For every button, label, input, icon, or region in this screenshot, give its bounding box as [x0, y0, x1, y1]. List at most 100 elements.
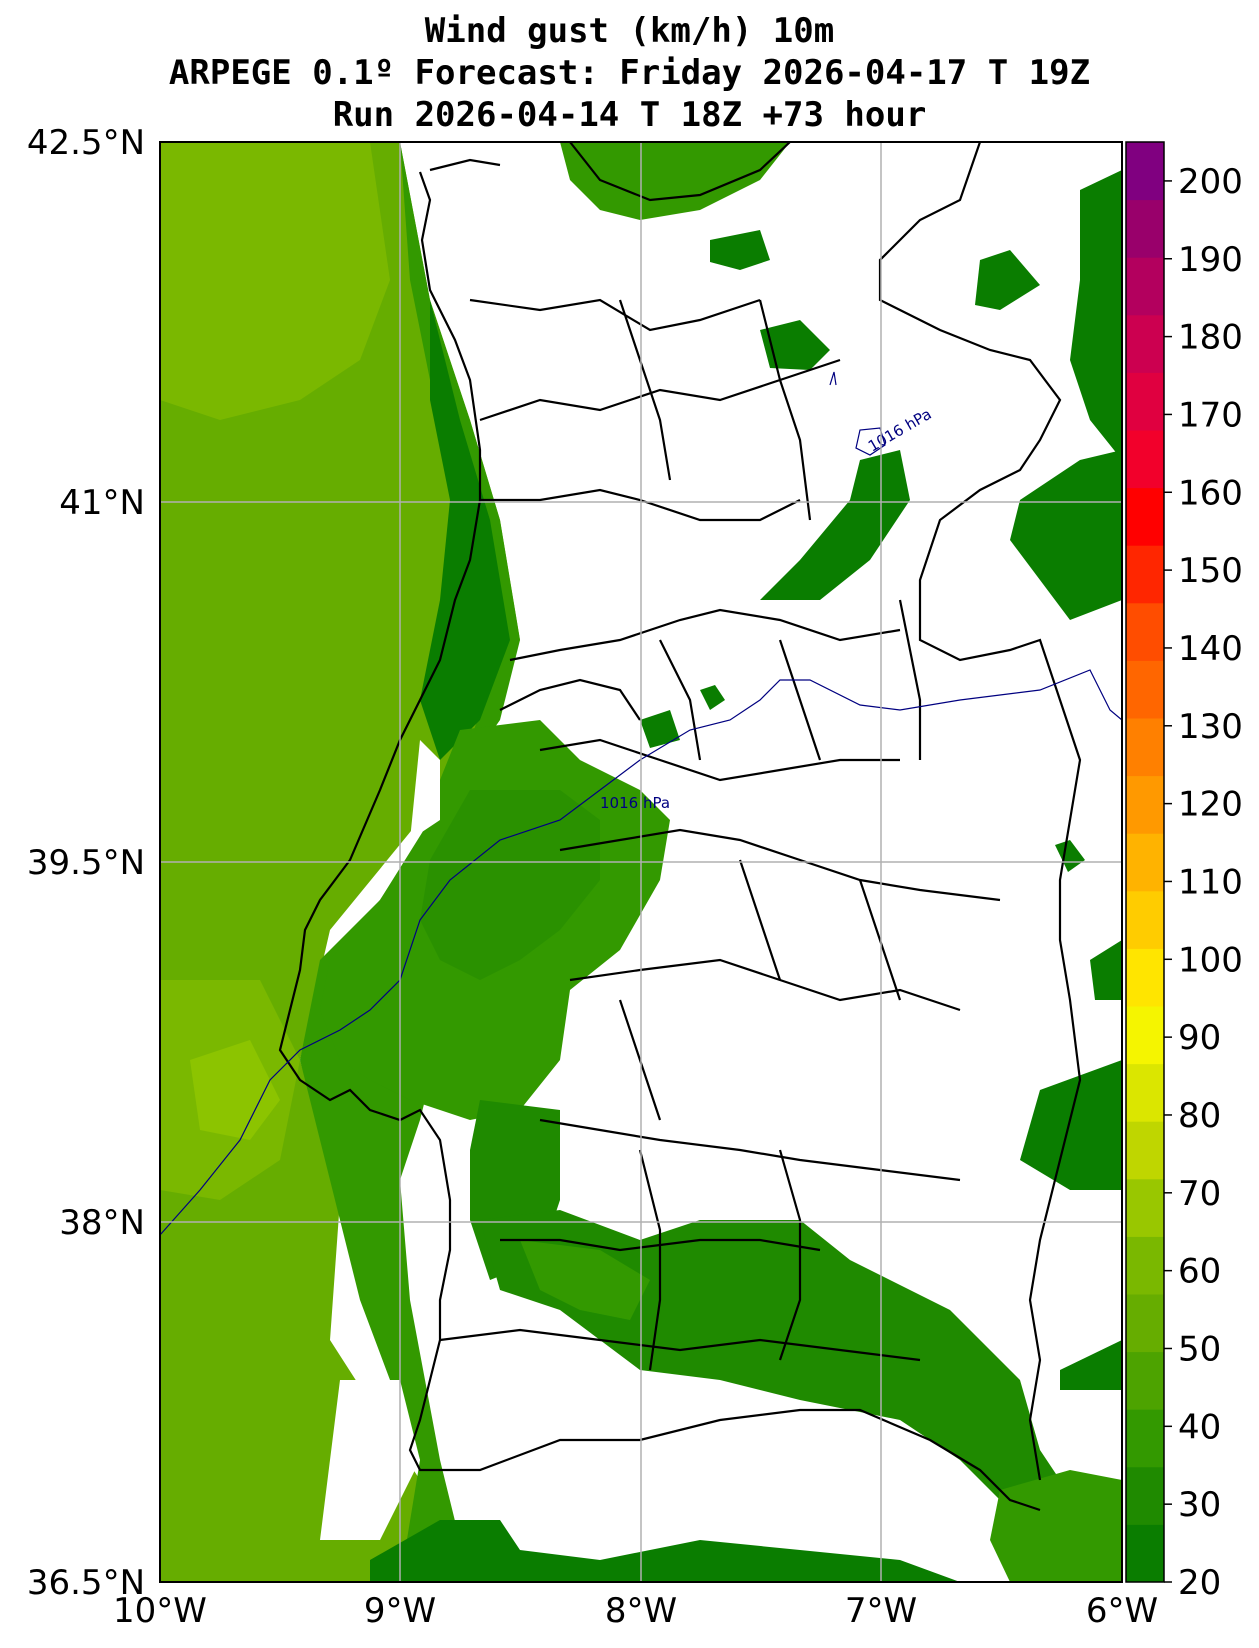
isobar-label-south: 1016 hPa: [600, 794, 670, 812]
colorbar: [1126, 142, 1164, 1583]
lat-label-41: 41°N: [59, 483, 145, 523]
district-line-4: [509, 608, 901, 662]
district-line-12: [618, 299, 812, 521]
district-line-14: [638, 1149, 802, 1371]
colorbar-band: [1126, 602, 1164, 661]
title-line-1: Wind gust (km/h) 10m: [424, 11, 835, 51]
east-wind-zone-south: [1020, 1060, 1122, 1190]
district-line-5: [539, 738, 900, 782]
lon-label-6w: 6°W: [1086, 1591, 1158, 1631]
south-offshore-wind-zone: [370, 1520, 960, 1582]
colorbar-tick-label: 110: [1178, 862, 1243, 902]
colorbar-band: [1126, 833, 1164, 892]
isobar-line-east: [599, 669, 1122, 791]
colorbar-band: [1126, 430, 1164, 489]
lon-label-7w: 7°W: [845, 1591, 917, 1631]
inland-patch-small-3: [1090, 940, 1122, 1000]
colorbar-tick-label: 200: [1178, 162, 1243, 202]
colorbar-band: [1126, 1121, 1164, 1180]
title-line-3: Run 2026-04-14 T 18Z +73 hour: [332, 95, 927, 135]
inland-patch-braga: [710, 230, 770, 270]
lat-label-38: 38°N: [59, 1203, 145, 1243]
east-wind-zone-mid: [1010, 450, 1122, 620]
lat-label-42-5: 42.5°N: [27, 123, 145, 163]
district-line-13: [618, 859, 902, 1121]
colorbar-tick-label: 170: [1178, 395, 1243, 435]
colorbar-ticks: 20 30 40 50 60 70 80 90 100 110 120 130 140 150 160 170…: [1164, 162, 1243, 1603]
east-wind-zone-far-south: [1060, 1340, 1122, 1390]
colorbar-band: [1126, 1294, 1164, 1353]
colorbar-tick-label: 120: [1178, 785, 1243, 825]
lat-label-39-5: 39.5°N: [27, 843, 145, 883]
colorbar-band: [1126, 1178, 1164, 1237]
colorbar-tick-label: 140: [1178, 629, 1243, 669]
colorbar-band: [1126, 199, 1164, 258]
colorbar-band: [1126, 142, 1164, 201]
colorbar-band: [1126, 890, 1164, 949]
colorbar-band: [1126, 1524, 1164, 1583]
spain-border: [429, 142, 1082, 1481]
colorbar-tick-label: 70: [1178, 1174, 1221, 1214]
colorbar-frame: [1125, 141, 1165, 1583]
inland-patch-guarda: [640, 710, 680, 748]
title-line-2: ARPEGE 0.1º Forecast: Friday 2026-04-17 …: [168, 53, 1091, 93]
lon-axis: 10°W 9°W 8°W 7°W 6°W: [113, 1591, 1158, 1631]
colorbar-tick-label: 40: [1178, 1407, 1221, 1447]
north-border-wind-zone: [560, 142, 790, 220]
map-plot-area: 1016 hPa 1016 hPa: [160, 142, 1122, 1582]
colorbar-band: [1126, 372, 1164, 431]
colorbar-tick-label: 20: [1178, 1563, 1221, 1603]
district-line-15: [499, 678, 641, 721]
colorbar-tick-label: 100: [1178, 940, 1243, 980]
lon-label-9w: 9°W: [364, 1591, 436, 1631]
southeast-coast-wind-zone: [990, 1470, 1122, 1582]
isobar-loop-small: [829, 371, 837, 386]
colorbar-band: [1126, 660, 1164, 719]
lat-label-36-5: 36.5°N: [27, 1563, 145, 1603]
ocean-wind-zone-mid: [160, 142, 390, 420]
colorbar-band: [1126, 1236, 1164, 1295]
ocean-wind-zone-sw-peak: [190, 1040, 280, 1140]
colorbar-band: [1126, 487, 1164, 546]
gridlines: [160, 142, 1122, 1582]
inland-patch-small-1: [700, 685, 725, 710]
isobar-loop-north: [855, 427, 886, 456]
isobar-line-west: [160, 789, 601, 1236]
colorbar-tick-label: 150: [1178, 551, 1243, 591]
colorbar-tick-label: 180: [1178, 318, 1243, 358]
colorbar-band: [1126, 1466, 1164, 1525]
colorbar-band: [1126, 1006, 1164, 1065]
colorbar-band: [1126, 1409, 1164, 1468]
colorbar-tick-label: 130: [1178, 707, 1243, 747]
colorbar-tick-label: 30: [1178, 1485, 1221, 1525]
colorbar-tick-label: 190: [1178, 240, 1243, 280]
colorbar-band: [1126, 775, 1164, 834]
lat-axis: 42.5°N 41°N 39.5°N 38°N 36.5°N: [27, 123, 145, 1603]
admin-boundaries: [278, 142, 1082, 1512]
lon-label-10w: 10°W: [113, 1591, 207, 1631]
inland-patch-douro: [760, 450, 910, 600]
south-wind-zone-inner: [520, 1240, 650, 1320]
colorbar-band: [1126, 948, 1164, 1007]
east-wind-zone-north: [1070, 170, 1122, 460]
isobar-1016: [160, 371, 1122, 1236]
district-line-10: [439, 1328, 921, 1362]
district-line-6: [559, 828, 1001, 902]
lagoon-white: [410, 740, 440, 840]
south-white-gap: [320, 1380, 420, 1540]
district-line-8: [539, 1118, 961, 1182]
coastal-wind-band-inner: [420, 300, 510, 760]
district-line-11: [659, 599, 922, 761]
lon-label-8w: 8°W: [605, 1591, 677, 1631]
colorbar-band: [1126, 718, 1164, 777]
inland-patch-small-2: [1055, 840, 1085, 872]
colorbar-band: [1126, 545, 1164, 604]
district-line-3: [480, 488, 801, 522]
colorbar-tick-label: 50: [1178, 1329, 1221, 1369]
chart-title: Wind gust (km/h) 10m ARPEGE 0.1º Forecas…: [0, 10, 1259, 136]
colorbar-band: [1126, 1063, 1164, 1122]
colorbar-tick-label: 60: [1178, 1252, 1221, 1292]
colorbar-tick-label: 80: [1178, 1096, 1221, 1136]
colorbar-tick-label: 90: [1178, 1018, 1221, 1058]
